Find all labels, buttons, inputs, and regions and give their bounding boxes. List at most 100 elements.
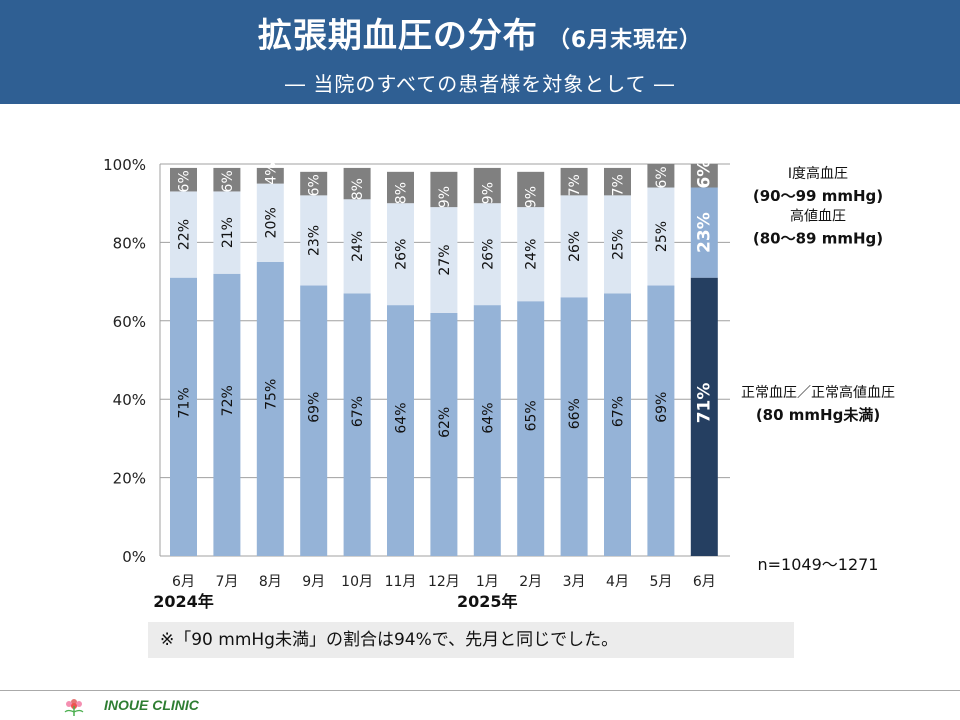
data-label: 75%	[263, 379, 279, 410]
bar-segment	[517, 207, 545, 302]
data-label: 6%	[220, 170, 236, 192]
bar-segment	[170, 277, 197, 556]
data-label: 8%	[394, 182, 410, 204]
data-label: 22%	[177, 219, 193, 250]
y-tick-label: 60%	[113, 313, 146, 331]
data-label: 25%	[611, 229, 627, 260]
year-label: 2025年	[457, 592, 518, 611]
x-tick-label: 3月	[563, 574, 586, 590]
x-tick-label: 8月	[259, 574, 282, 590]
data-label: 64%	[480, 402, 496, 433]
data-label: 6%	[694, 160, 714, 189]
data-label: 6%	[177, 170, 193, 192]
bar-segment	[256, 262, 284, 556]
data-label: 23%	[307, 225, 323, 256]
flower-logo-icon	[64, 699, 84, 716]
bar-segment	[604, 293, 631, 556]
data-label: 71%	[694, 383, 714, 424]
data-label: 26%	[480, 239, 496, 270]
bar-segment	[473, 305, 501, 556]
bar-segment	[690, 187, 718, 278]
bar-segment	[170, 167, 197, 192]
y-tick-label: 80%	[113, 234, 146, 252]
bar-segment	[300, 195, 328, 286]
x-tick-label: 1月	[476, 574, 499, 590]
data-label: 9%	[524, 186, 540, 208]
bar-segment	[387, 305, 414, 556]
data-label: 69%	[654, 392, 670, 423]
year-label: 2024年	[153, 592, 214, 611]
bar-segment	[647, 164, 675, 188]
bar-segment	[690, 164, 718, 188]
x-tick-label: 12月	[428, 574, 460, 590]
legend-range: (80 mmHg未満)	[756, 406, 880, 424]
data-label: 21%	[220, 217, 236, 248]
bar-segment	[473, 167, 501, 204]
data-label: 69%	[307, 392, 323, 423]
y-tick-label: 0%	[122, 548, 146, 566]
footer-divider	[0, 690, 960, 691]
data-label: 25%	[654, 221, 670, 252]
bar-segment	[256, 167, 284, 184]
bar-segment	[256, 183, 284, 262]
bar-segment	[387, 203, 414, 306]
bar-segment	[213, 191, 241, 274]
data-label: 27%	[437, 244, 453, 275]
bar-segment	[604, 195, 631, 294]
legend-label: 高値血圧	[790, 208, 846, 225]
bar-segment	[213, 273, 241, 556]
bar-segment	[343, 199, 371, 294]
x-tick-label: 6月	[693, 574, 716, 590]
data-label: 9%	[437, 186, 453, 208]
x-tick-label: 6月	[172, 574, 195, 590]
bar-segment	[647, 285, 675, 556]
bar-segment	[517, 171, 545, 208]
bar-segment	[690, 277, 718, 556]
bar-segment	[170, 191, 197, 278]
data-label: 23%	[694, 212, 714, 253]
data-label: 24%	[350, 231, 366, 262]
legend-range: (90～99 mmHg)	[753, 187, 883, 205]
stacked-bar-chart: 0% 20% 40% 60% 80% 100% 71% 22% 6% 6月 72% 21% 6% 7月 75…	[103, 156, 895, 611]
bar-segment	[560, 167, 588, 196]
bar-segment	[430, 207, 458, 313]
bar-segment	[343, 293, 371, 556]
data-label: 26%	[567, 231, 583, 262]
data-label: 64%	[394, 402, 410, 433]
data-label: 71%	[177, 387, 193, 418]
data-label: 7%	[611, 174, 627, 196]
legend-label: Ⅰ度高血圧	[788, 165, 848, 182]
bar-segment	[430, 171, 458, 208]
data-label: 9%	[480, 182, 496, 204]
data-label: 62%	[437, 407, 453, 438]
bar-segment	[300, 285, 328, 556]
bar-segment	[343, 167, 371, 200]
page-subtitle: ― 当院のすべての患者様を対象として ―	[285, 72, 675, 96]
data-label: 6%	[307, 174, 323, 196]
x-tick-label: 5月	[649, 574, 672, 590]
bar-segment	[473, 203, 501, 306]
data-label: 24%	[524, 239, 540, 270]
y-tick-label: 100%	[103, 156, 146, 174]
data-label: 65%	[524, 400, 540, 431]
data-label: 72%	[220, 385, 236, 416]
x-tick-label: 4月	[606, 574, 629, 590]
x-tick-label: 9月	[302, 574, 325, 590]
data-label: 8%	[350, 178, 366, 200]
bar-segment	[517, 301, 545, 556]
data-label: 6%	[654, 166, 670, 188]
bar-segment	[300, 171, 328, 196]
summary-note: ※「90 mmHg未満」の割合は94%で、先月と同じでした。	[148, 622, 794, 658]
data-label: 67%	[350, 396, 366, 427]
bar-segment	[647, 187, 675, 286]
y-tick-label: 20%	[113, 470, 146, 488]
y-tick-label: 40%	[113, 391, 146, 409]
bar-segment	[213, 167, 241, 192]
x-tick-label: 7月	[215, 574, 238, 590]
bar-segment	[604, 167, 631, 196]
bar-segment	[560, 195, 588, 298]
bar-segment	[430, 312, 458, 556]
legend-label: 正常血圧／正常高値血圧	[741, 384, 895, 401]
bar-segment	[560, 297, 588, 556]
data-label: 66%	[567, 398, 583, 429]
